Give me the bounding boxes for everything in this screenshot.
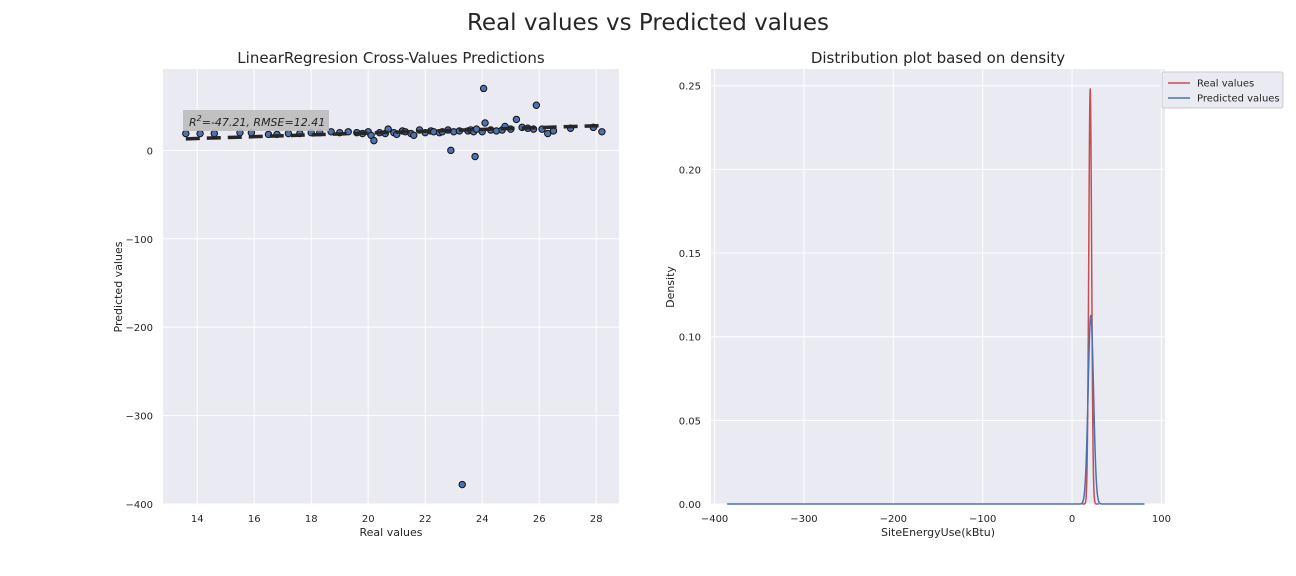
- scatter-point: [481, 119, 489, 127]
- density-x-tick-label: −300: [790, 514, 817, 525]
- density-x-tick-label: −100: [969, 514, 996, 525]
- scatter-x-tick-label: 24: [476, 514, 489, 525]
- scatter-point: [284, 129, 293, 138]
- scatter-point: [512, 115, 521, 124]
- figure-suptitle: Real values vs Predicted values: [467, 10, 829, 36]
- scatter-point: [447, 146, 455, 155]
- density-plot-area: [711, 69, 1165, 504]
- scatter-point: [532, 101, 541, 109]
- density-panel: −400 −300 −200 −100 0 100 0.00 0.05 0.10 0.15 0.2…: [664, 49, 1284, 539]
- scatter-x-tick-label: 14: [191, 514, 204, 525]
- density-x-tick-label: 0: [1069, 514, 1075, 525]
- density-y-tick-label: 0.20: [679, 165, 701, 176]
- scatter-point: [196, 129, 204, 138]
- annotation-text: R2=-47.21, RMSE=12.41: [189, 114, 325, 129]
- density-title: Distribution plot based on density: [811, 49, 1065, 67]
- scatter-x-tick-label: 28: [590, 514, 603, 525]
- scatter-y-ticks: −400 −300 −200 −100 0: [126, 146, 153, 511]
- scatter-x-tick-label: 26: [533, 514, 546, 525]
- annotation-value: =-47.21, RMSE=12.41: [202, 116, 325, 129]
- density-x-tick-label: 100: [1152, 514, 1171, 525]
- density-x-tick-label: −200: [880, 514, 907, 525]
- regression-fit-line: [185, 123, 602, 141]
- annotation-base: R: [189, 116, 197, 129]
- density-y-tick-label: 0.10: [679, 333, 701, 344]
- scatter-x-tick-label: 20: [362, 514, 375, 525]
- scatter-y-tick-label: −400: [126, 500, 153, 511]
- scatter-point: [471, 152, 479, 161]
- scatter-y-label: Predicted values: [112, 241, 125, 332]
- density-line-real-values: [1081, 88, 1099, 505]
- density-y-label: Density: [664, 266, 677, 308]
- annotation-superscript: 2: [197, 114, 202, 123]
- density-y-tick-label: 0.00: [679, 500, 701, 511]
- density-legend: Real values Predicted values: [1161, 71, 1284, 109]
- density-y-ticks: 0.00 0.05 0.10 0.15 0.20 0.25: [679, 82, 701, 511]
- scatter-plot-area: [163, 69, 619, 504]
- scatter-x-tick-label: 16: [248, 514, 261, 525]
- annotation-box: [183, 110, 329, 131]
- density-curves: [727, 88, 1145, 505]
- scatter-y-tick-label: −200: [126, 323, 153, 334]
- density-y-tick-label: 0.05: [679, 416, 701, 427]
- scatter-panel: R2=-47.21, RMSE=12.41 14 16 18 20 22 24 26 28 −…: [112, 49, 619, 539]
- scatter-point: [479, 84, 488, 93]
- scatter-point: [598, 128, 606, 136]
- density-x-label: SiteEnergyUse(kBtu): [881, 526, 995, 539]
- scatter-x-ticks: 14 16 18 20 22 24 26 28: [191, 514, 603, 525]
- scatter-point: [410, 131, 418, 140]
- scatter-x-label: Real values: [360, 526, 423, 539]
- density-x-tick-label: −400: [701, 514, 728, 525]
- density-x-ticks: −400 −300 −200 −100 0 100: [701, 514, 1171, 525]
- scatter-y-tick-label: −300: [126, 412, 153, 423]
- density-y-tick-label: 0.15: [679, 249, 701, 260]
- scatter-point: [182, 129, 190, 138]
- density-line-predicted-values: [727, 314, 1145, 505]
- scatter-point: [458, 480, 466, 489]
- legend-label-predicted-values: Predicted values: [1197, 94, 1280, 105]
- scatter-x-tick-label: 18: [305, 514, 318, 525]
- scatter-title: LinearRegresion Cross-Values Predictions: [237, 49, 545, 67]
- density-y-tick-label: 0.25: [679, 82, 701, 93]
- scatter-grid: [163, 69, 619, 505]
- scatter-y-tick-label: −100: [126, 235, 153, 246]
- legend-box: [1161, 71, 1284, 109]
- legend-label-real-values: Real values: [1197, 79, 1254, 90]
- scatter-x-tick-label: 22: [419, 514, 432, 525]
- metrics-annotation: R2=-47.21, RMSE=12.41: [183, 110, 329, 131]
- scatter-point: [210, 129, 219, 138]
- scatter-y-tick-label: 0: [147, 146, 153, 157]
- scatter-point: [370, 136, 378, 145]
